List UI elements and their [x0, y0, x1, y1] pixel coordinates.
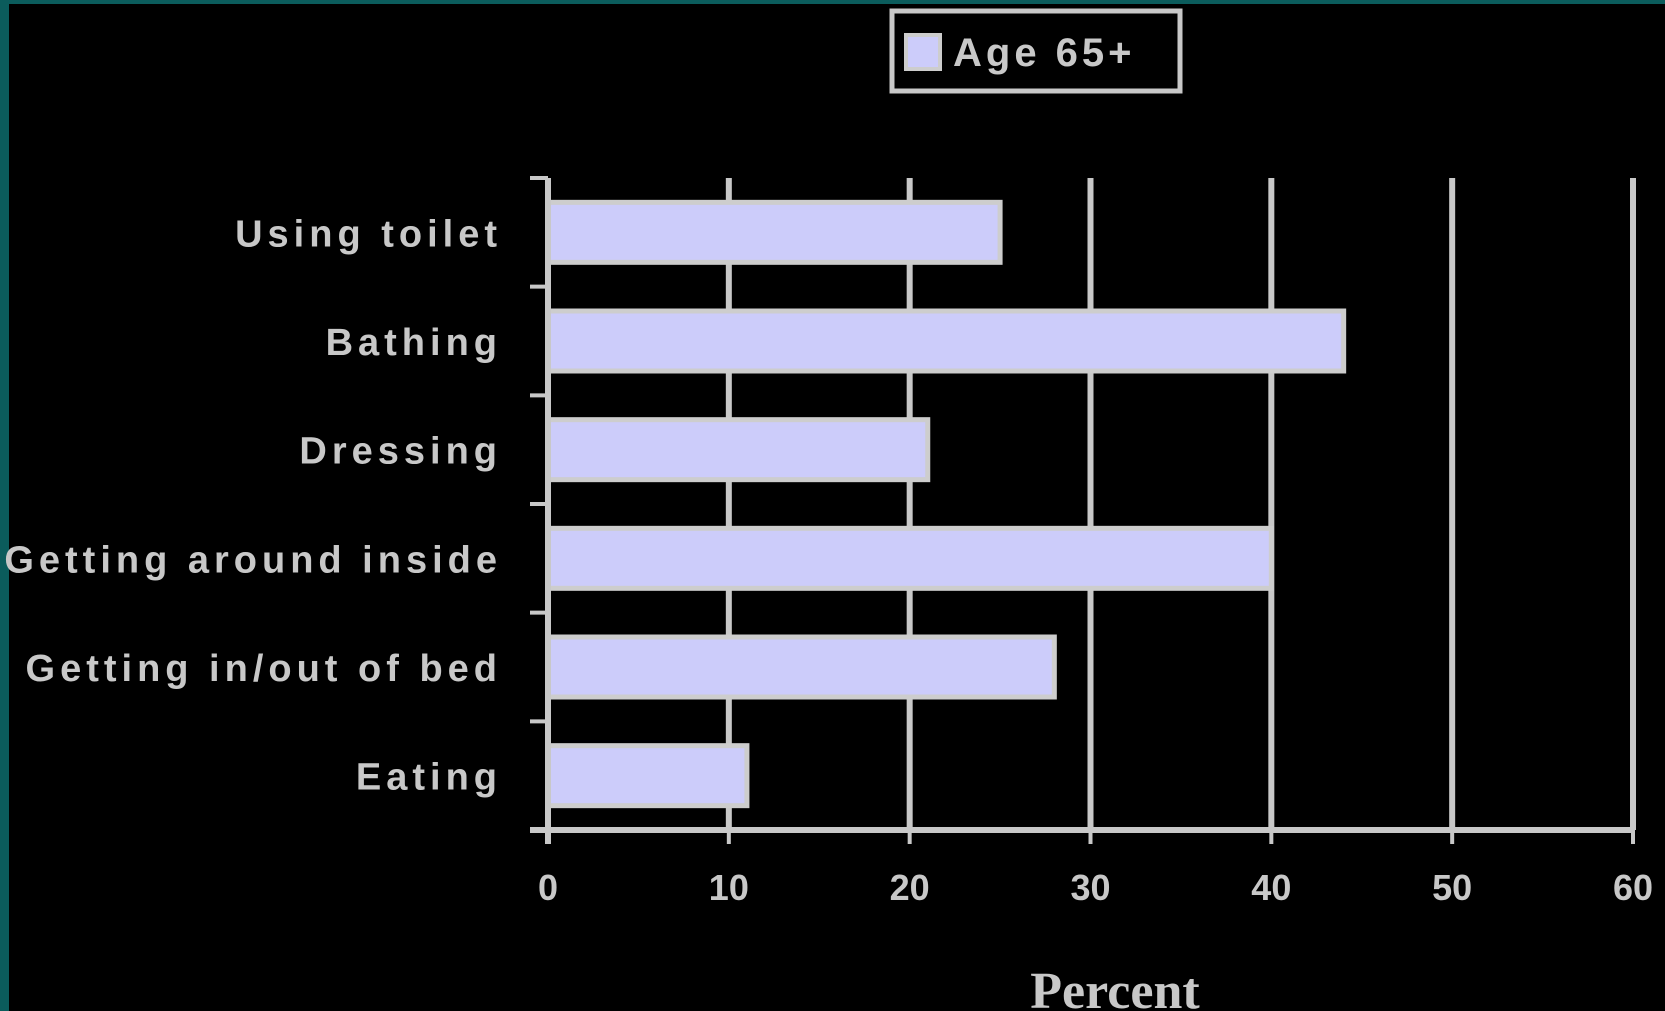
x-tick-label: 20 [890, 867, 930, 908]
frame-left-edge [0, 0, 9, 1011]
legend-label: Age 65+ [953, 31, 1136, 75]
x-tick-label: 60 [1613, 867, 1653, 908]
category-label: Getting around inside [4, 539, 502, 581]
x-tick-label: 30 [1070, 867, 1110, 908]
x-tick-label: 40 [1251, 867, 1291, 908]
axis-layer [530, 176, 1635, 844]
grid-layer [725, 178, 1636, 830]
x-axis-title: Percent [1030, 963, 1200, 1011]
category-label: Dressing [299, 431, 502, 473]
category-label: Bathing [326, 322, 502, 364]
label-layer: 0 10 20 30 40 50 60 Using toilet Bathing Dressing… [4, 213, 1653, 1011]
x-tick-label: 50 [1432, 867, 1472, 908]
bar-4 [545, 525, 1274, 591]
x-tick-label: 0 [538, 867, 558, 908]
frame-top-edge [0, 0, 1665, 4]
bar-layer [545, 199, 1347, 809]
legend-swatch [904, 33, 942, 71]
bar-1 [545, 199, 1003, 265]
bar-3 [545, 417, 931, 483]
bar-2 [545, 308, 1347, 374]
legend: Age 65+ [889, 8, 1183, 94]
category-label: Eating [356, 757, 502, 799]
category-label: Getting in/out of bed [26, 648, 502, 690]
bar-6 [545, 743, 750, 809]
bar-5 [545, 634, 1057, 700]
category-label: Using toilet [235, 213, 502, 255]
legend-box [889, 8, 1183, 94]
x-tick-label: 10 [709, 867, 749, 908]
